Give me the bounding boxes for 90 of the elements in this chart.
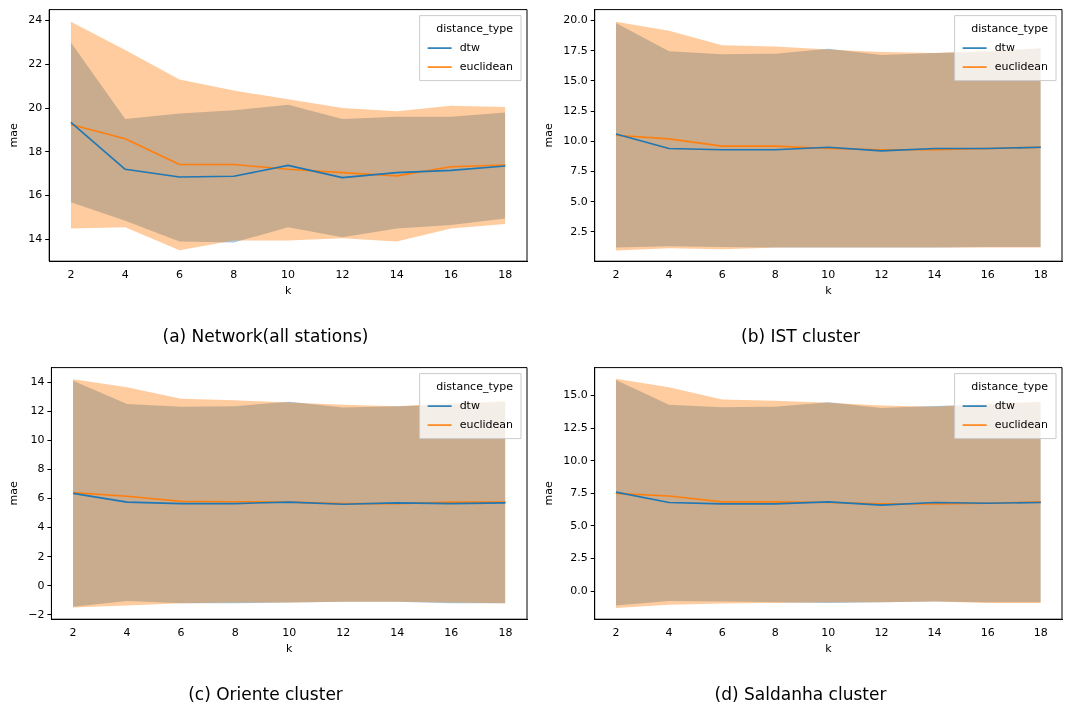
legend-label: dtw xyxy=(459,40,480,54)
legend-title: distance_type xyxy=(436,379,514,393)
y-tick-label: 10.0 xyxy=(563,134,588,148)
legend-title: distance_type xyxy=(436,21,514,35)
x-tick-label: 2 xyxy=(612,267,620,281)
x-axis-title: k xyxy=(825,283,833,297)
y-tick-label: 6 xyxy=(37,491,45,505)
y-tick-label: 2.5 xyxy=(570,224,588,238)
x-tick-label: 8 xyxy=(771,625,779,639)
y-tick-label: 15.0 xyxy=(563,73,588,87)
y-tick-label: 7.5 xyxy=(570,486,588,500)
y-tick-label: 8 xyxy=(37,462,45,476)
text: (a) Network(all stations) xyxy=(162,326,369,347)
y-tick-label: 0 xyxy=(37,578,45,592)
y-tick-label: 24 xyxy=(28,13,43,27)
legend-label: euclidean xyxy=(994,417,1049,431)
y-tick-label: 14 xyxy=(28,232,43,246)
x-tick-label: 4 xyxy=(665,267,673,281)
y-tick-label: 0.0 xyxy=(570,584,588,598)
x-tick-label: 16 xyxy=(444,625,459,639)
x-tick-label: 12 xyxy=(874,625,889,639)
y-tick-label: 18 xyxy=(28,144,43,158)
x-tick-label: 12 xyxy=(335,267,350,281)
legend-label: euclidean xyxy=(994,59,1049,73)
x-tick-label: 10 xyxy=(821,625,836,639)
x-tick-label: 12 xyxy=(874,267,889,281)
legend-label: euclidean xyxy=(459,417,514,431)
x-tick-label: 14 xyxy=(927,267,942,281)
text: (d) Saldanha cluster xyxy=(714,684,887,705)
y-tick-label: 5.0 xyxy=(570,194,588,208)
x-tick-label: 14 xyxy=(390,625,405,639)
y-tick-label: 22 xyxy=(28,57,43,71)
x-tick-label: 10 xyxy=(821,267,836,281)
x-tick-label: 4 xyxy=(665,625,673,639)
x-tick-label: 18 xyxy=(498,625,513,639)
x-tick-label: 16 xyxy=(443,267,458,281)
y-tick-label: 17.5 xyxy=(563,43,588,57)
y-tick-label: 5.0 xyxy=(570,518,588,532)
x-tick-label: 4 xyxy=(121,267,129,281)
y-tick-label: 12 xyxy=(30,404,45,418)
y-axis-title: mae xyxy=(542,123,556,148)
x-tick-label: 16 xyxy=(980,625,995,639)
x-tick-label: 10 xyxy=(282,625,297,639)
legend-title: distance_type xyxy=(971,379,1049,393)
y-axis-title: mae xyxy=(542,481,556,506)
y-tick-label: −2 xyxy=(28,607,45,621)
x-tick-label: 10 xyxy=(281,267,296,281)
y-tick-label: 2.5 xyxy=(570,551,588,565)
y-tick-label: 20 xyxy=(28,100,43,114)
x-tick-label: 4 xyxy=(123,625,131,639)
x-tick-label: 6 xyxy=(718,625,726,639)
x-axis-title: k xyxy=(286,641,294,655)
x-tick-label: 8 xyxy=(231,625,239,639)
legend-title: distance_type xyxy=(971,21,1049,35)
y-tick-label: 20.0 xyxy=(563,13,588,27)
x-tick-label: 6 xyxy=(177,625,185,639)
x-axis-title: k xyxy=(284,283,292,297)
y-tick-label: 10 xyxy=(30,433,45,447)
y-tick-label: 7.5 xyxy=(570,164,588,178)
x-tick-label: 18 xyxy=(1033,625,1048,639)
x-tick-label: 6 xyxy=(718,267,726,281)
x-tick-label: 2 xyxy=(67,267,75,281)
y-tick-label: 10.0 xyxy=(563,453,588,467)
legend-label: dtw xyxy=(994,398,1015,412)
text: (b) IST cluster xyxy=(741,326,860,347)
x-tick-label: 14 xyxy=(389,267,404,281)
y-tick-label: 15.0 xyxy=(563,388,588,402)
x-tick-label: 6 xyxy=(176,267,184,281)
y-tick-label: 4 xyxy=(37,520,45,534)
x-tick-label: 18 xyxy=(498,267,513,281)
text: (c) Oriente cluster xyxy=(188,684,343,705)
y-tick-label: 14 xyxy=(30,375,45,388)
legend-label: dtw xyxy=(994,40,1015,54)
y-axis-title: mae xyxy=(7,123,21,148)
x-tick-label: 8 xyxy=(771,267,779,281)
x-tick-label: 2 xyxy=(69,625,77,639)
y-tick-label: 12.5 xyxy=(563,103,588,117)
legend-label: euclidean xyxy=(459,59,514,73)
x-tick-label: 12 xyxy=(336,625,351,639)
x-tick-label: 8 xyxy=(230,267,238,281)
y-axis-title: mae xyxy=(7,481,21,506)
x-tick-label: 16 xyxy=(980,267,995,281)
y-tick-label: 12.5 xyxy=(563,421,588,435)
x-tick-label: 18 xyxy=(1033,267,1048,281)
legend-label: dtw xyxy=(459,398,480,412)
x-axis-title: k xyxy=(825,641,833,655)
x-tick-label: 14 xyxy=(927,625,942,639)
x-tick-label: 2 xyxy=(612,625,620,639)
y-tick-label: 16 xyxy=(28,188,43,202)
y-tick-label: 2 xyxy=(37,549,45,563)
